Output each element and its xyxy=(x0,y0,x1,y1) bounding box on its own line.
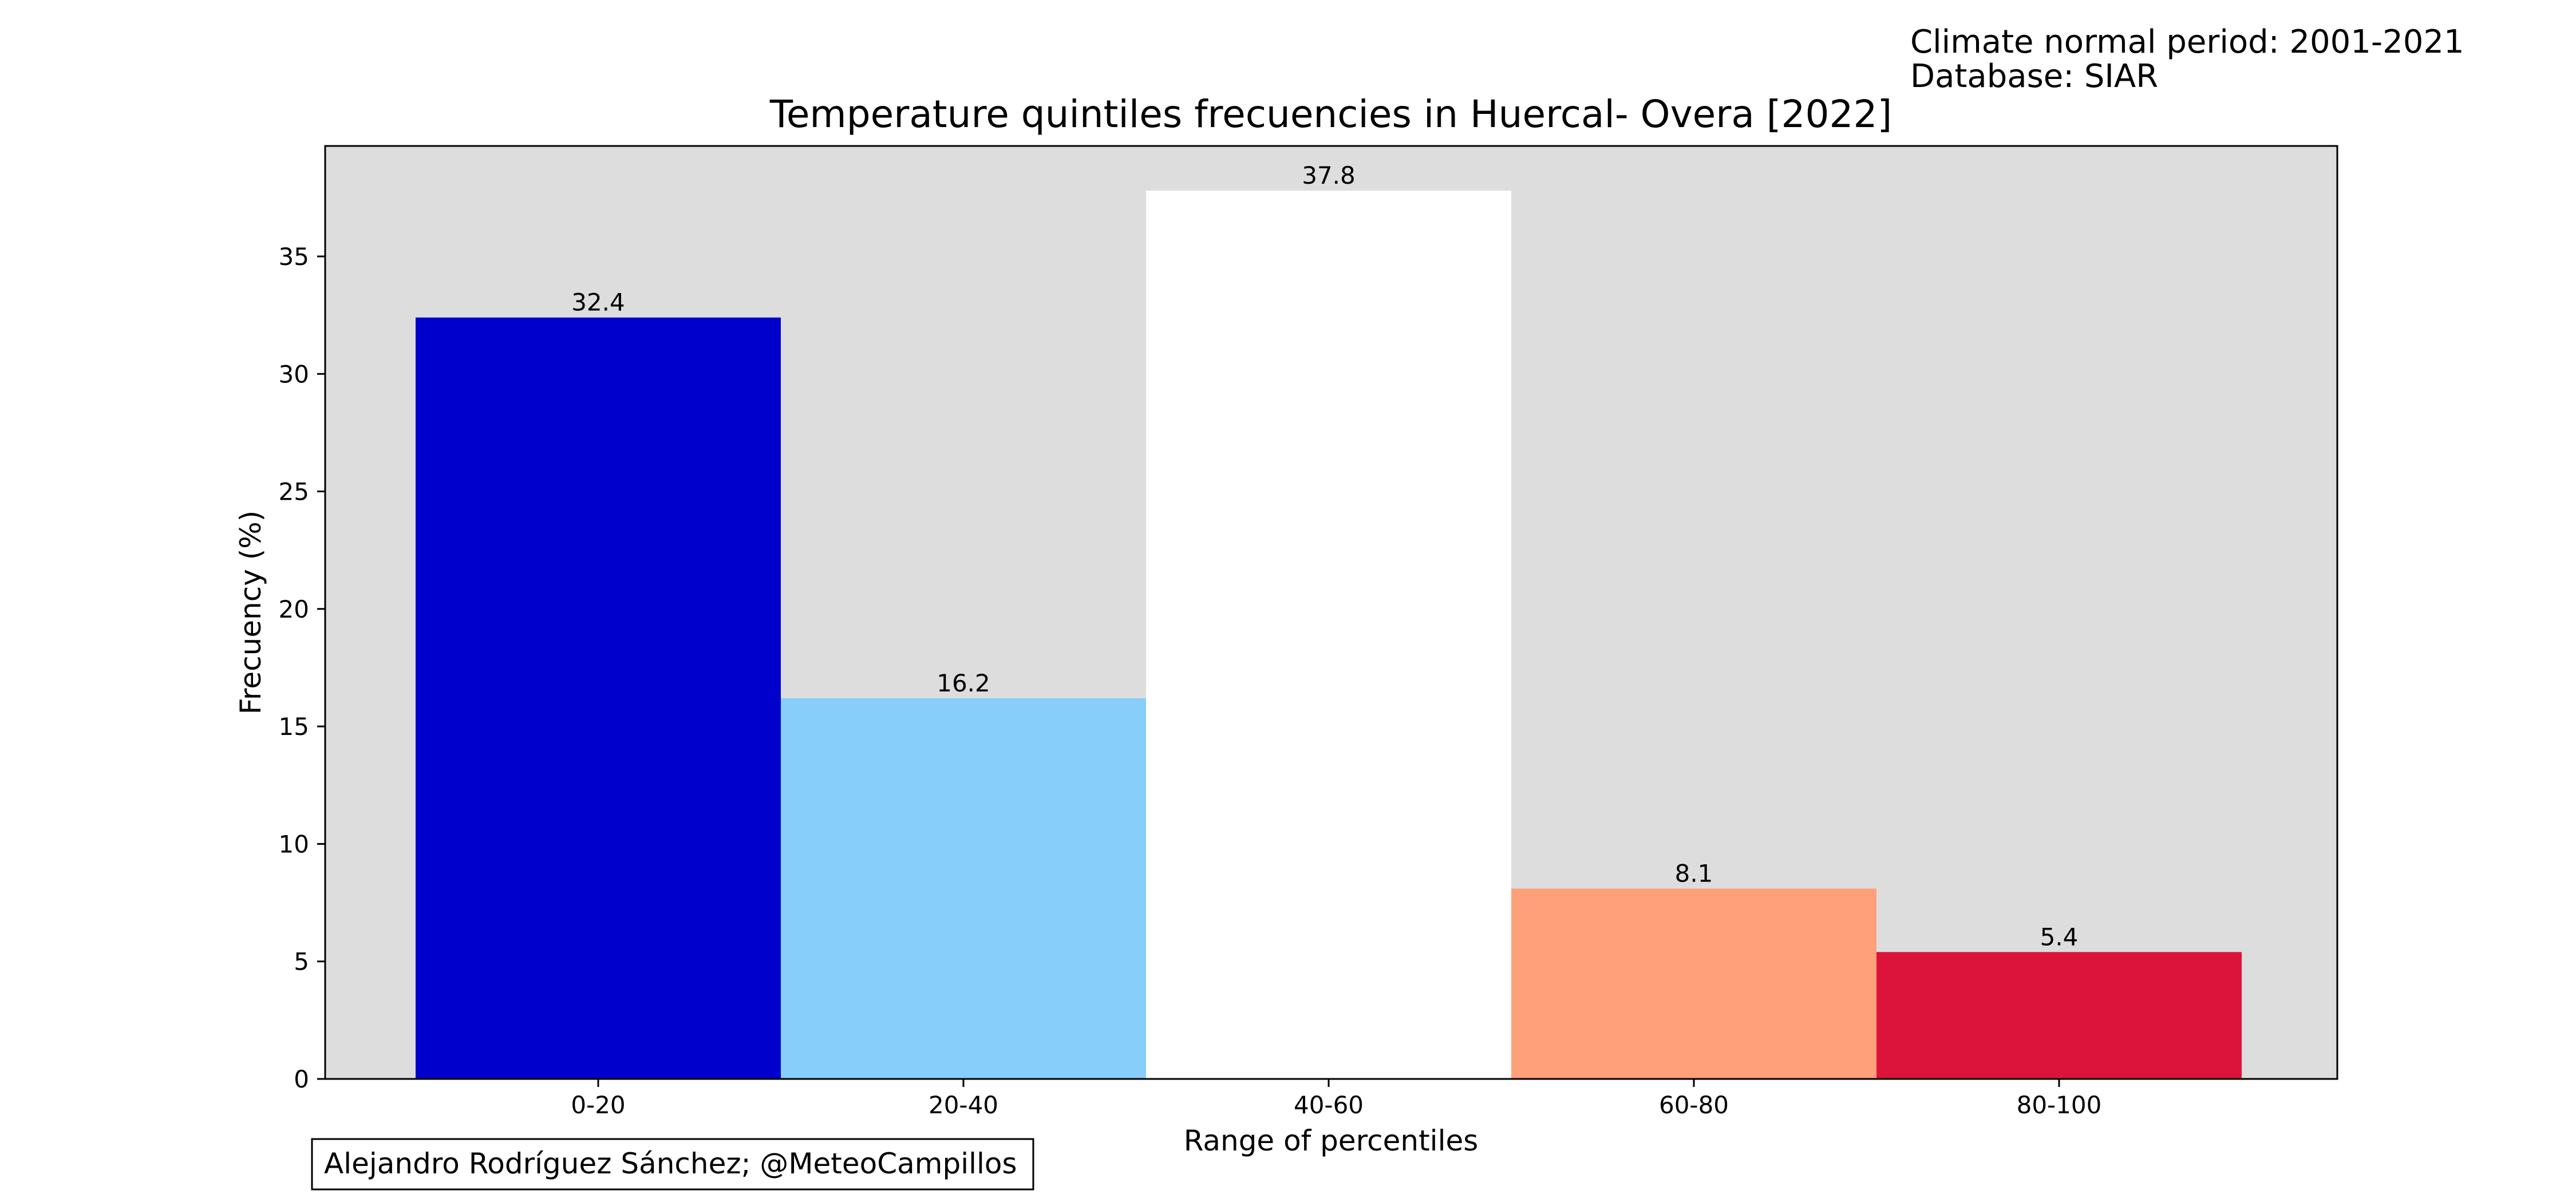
value-label-80-100: 5.4 xyxy=(2040,923,2079,951)
bar-80-100 xyxy=(1876,952,2242,1079)
credit-text: Alejandro Rodríguez Sánchez; @MeteoCampi… xyxy=(324,1147,1017,1180)
y-axis-ticks: 0 5 10 15 20 25 30 35 xyxy=(279,243,325,1093)
chart-title: Temperature quintiles frecuencies in Hue… xyxy=(769,92,1893,136)
value-label-40-60: 37.8 xyxy=(1302,161,1356,189)
bar-0-20 xyxy=(416,317,781,1079)
bar-40-60 xyxy=(1146,191,1511,1080)
y-tick-label-5: 5 xyxy=(294,948,309,976)
bar-60-80 xyxy=(1511,888,1876,1079)
x-tick-label-60-80: 60-80 xyxy=(1659,1091,1729,1119)
x-axis-ticks: 0-20 20-40 40-60 60-80 80-100 xyxy=(571,1079,2101,1119)
x-axis-label: Range of percentiles xyxy=(1184,1124,1479,1157)
header-line-2: Database: SIAR xyxy=(1910,58,2158,95)
y-tick-label-0: 0 xyxy=(294,1065,309,1093)
value-labels-group: 32.4 16.2 37.8 8.1 5.4 xyxy=(571,161,2078,951)
x-tick-label-20-40: 20-40 xyxy=(929,1091,998,1119)
y-tick-label-30: 30 xyxy=(279,360,309,388)
bars-group xyxy=(416,191,2242,1080)
y-tick-label-15: 15 xyxy=(279,713,309,741)
x-tick-label-0-20: 0-20 xyxy=(571,1091,625,1119)
value-label-0-20: 32.4 xyxy=(571,288,625,317)
x-tick-label-80-100: 80-100 xyxy=(2017,1091,2102,1119)
value-label-20-40: 16.2 xyxy=(937,669,990,697)
x-tick-label-40-60: 40-60 xyxy=(1294,1091,1364,1119)
y-axis-label: Frecuency (%) xyxy=(234,511,267,714)
y-tick-label-25: 25 xyxy=(279,478,309,506)
value-label-60-80: 8.1 xyxy=(1675,859,1713,887)
y-tick-label-35: 35 xyxy=(279,243,309,271)
plot-frame xyxy=(324,145,2338,1080)
y-tick-label-20: 20 xyxy=(279,595,309,623)
bar-20-40 xyxy=(781,698,1146,1079)
credit-box xyxy=(311,1138,1034,1191)
header-line-1: Climate normal period: 2001-2021 xyxy=(1910,23,2464,61)
y-tick-label-10: 10 xyxy=(279,830,309,858)
